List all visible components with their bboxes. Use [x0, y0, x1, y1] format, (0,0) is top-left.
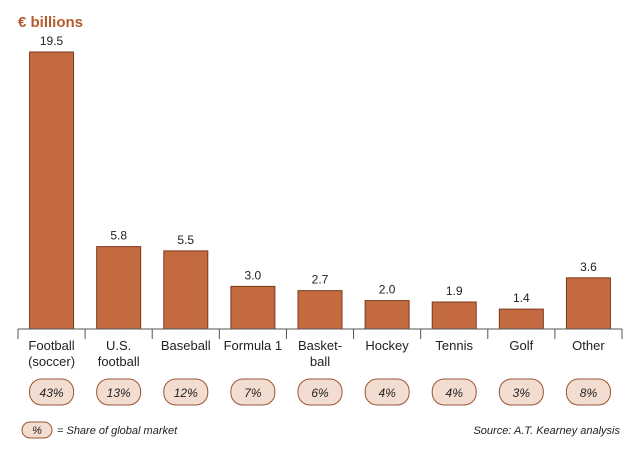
data-label: 1.4 [513, 291, 530, 305]
category-tick-label: Other [572, 338, 605, 353]
bars-group: 19.5 5.8 5.5 3.0 2.7 2.0 1.9 1.4 3.6 [29, 34, 611, 330]
category-tick-label: Hockey [365, 338, 409, 353]
category-tick-label: Formula 1 [224, 338, 283, 353]
category-tick-label: Football [28, 338, 74, 353]
data-label: 3.6 [580, 260, 597, 274]
share-label: 43% [40, 386, 64, 400]
data-label: 5.5 [177, 233, 194, 247]
category-labels: Football(soccer) U.S.football Baseball Form… [28, 338, 605, 369]
share-pill [565, 378, 611, 406]
category-tick-label: U.S. [106, 338, 131, 353]
category-tick-label: ball [310, 354, 330, 369]
legend-text: = Share of global market [57, 425, 178, 437]
share-label: 12% [174, 386, 198, 400]
category-tick-label: Baseball [161, 338, 211, 353]
legend: % = Share of global market [21, 421, 178, 439]
data-label: 2.7 [312, 273, 329, 287]
share-label: 4% [378, 386, 396, 400]
category-tick-label: football [98, 354, 140, 369]
category-tick-label: (soccer) [28, 354, 75, 369]
bar [230, 285, 276, 330]
bar [163, 250, 209, 330]
bar [297, 290, 343, 330]
share-pill [96, 378, 142, 406]
bar [364, 300, 410, 330]
bar [29, 51, 75, 330]
share-pill [297, 378, 343, 406]
data-label: 5.8 [110, 229, 127, 243]
share-label: 6% [311, 386, 329, 400]
share-pill [163, 378, 209, 406]
data-label: 2.0 [379, 283, 396, 297]
data-label: 19.5 [40, 34, 64, 48]
share-pill [364, 378, 410, 406]
share-label: 4% [446, 386, 464, 400]
share-pill [498, 378, 544, 406]
category-tick-label: Golf [509, 338, 533, 353]
category-separators [17, 329, 623, 339]
share-label: 7% [244, 386, 262, 400]
source-note: Source: A.T. Kearney analysis [473, 425, 620, 437]
legend-pill [21, 421, 53, 439]
category-tick-label: Tennis [435, 338, 473, 353]
data-label: 1.9 [446, 284, 463, 298]
bar [431, 301, 477, 330]
share-label: 3% [513, 386, 531, 400]
bar [565, 277, 611, 330]
share-pill [230, 378, 276, 406]
unit-label: € billions [18, 14, 83, 31]
data-label: 3.0 [245, 268, 262, 282]
bar [498, 308, 544, 330]
share-label: 8% [580, 386, 598, 400]
share-pills: 43% 13% 12% 7% 6% 4% 4% 3% 8% [29, 378, 611, 406]
share-pill [29, 378, 75, 406]
legend-symbol: % [32, 425, 42, 437]
bar [96, 246, 142, 330]
share-label: 13% [107, 386, 131, 400]
share-pill [431, 378, 477, 406]
category-tick-label: Basket- [298, 338, 342, 353]
